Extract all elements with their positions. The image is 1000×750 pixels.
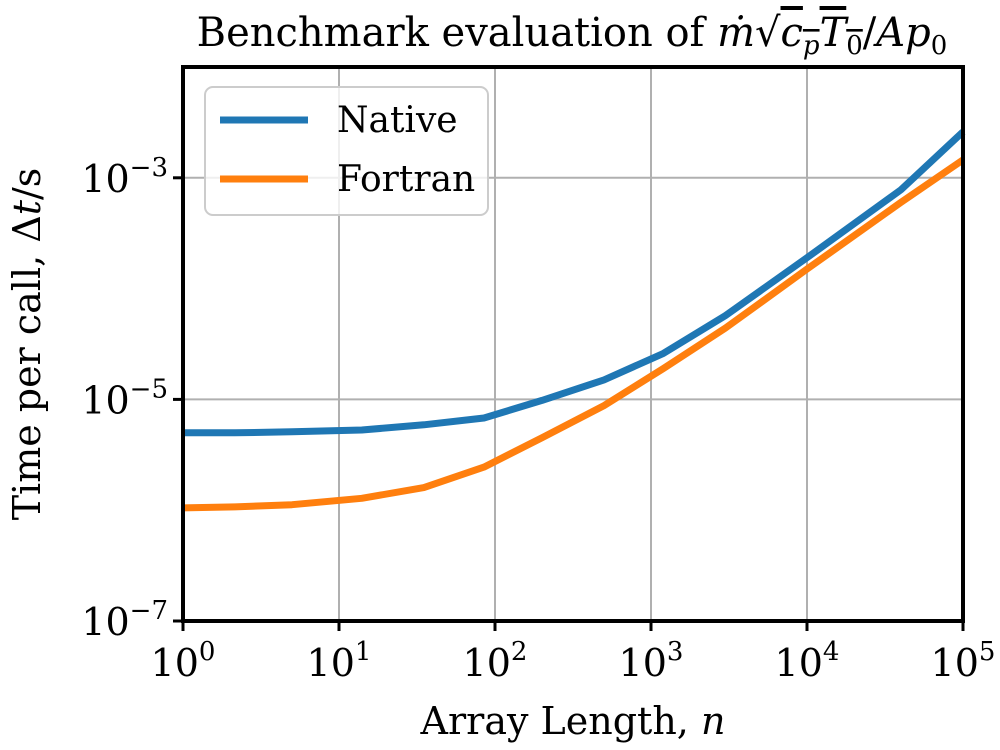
- legend: Native Fortran: [204, 86, 489, 216]
- x-tick-label: 102: [463, 637, 528, 685]
- x-tick-label: 105: [931, 637, 996, 685]
- y-axis-label-text: Time per call, Δ: [5, 215, 49, 520]
- y-axis-label-var: t: [5, 199, 49, 215]
- chart-title-prefix: Benchmark evaluation of: [197, 10, 717, 56]
- chart-title: Benchmark evaluation of ṁ√cpT0/Ap0: [197, 10, 948, 61]
- tick-layer: 100 101 102 103 104 105 10−7 10−5 10−3: [81, 153, 995, 685]
- legend-label-fortran: Fortran: [337, 159, 475, 200]
- legend-label-native: Native: [337, 100, 458, 141]
- y-tick-label: 10−7: [81, 596, 168, 644]
- x-axis-label-var: n: [701, 699, 725, 743]
- x-axis-label-text: Array Length,: [420, 699, 701, 743]
- x-tick-label: 101: [307, 637, 372, 685]
- y-axis-label-unit: /s: [5, 168, 49, 200]
- y-tick-label: 10−5: [81, 374, 168, 422]
- axes-frame: [181, 65, 965, 623]
- y-tick-label: 10−3: [81, 153, 168, 201]
- series-line-native: [183, 129, 966, 437]
- x-tick-label: 100: [151, 637, 216, 685]
- y-axis-label: Time per call, Δt/s: [5, 168, 49, 521]
- x-axis-label: Array Length, n: [420, 699, 726, 743]
- series-line-fortran: [182, 157, 965, 512]
- series-layer: [182, 129, 966, 512]
- x-tick-label: 104: [775, 637, 840, 685]
- x-tick-label: 103: [619, 637, 684, 685]
